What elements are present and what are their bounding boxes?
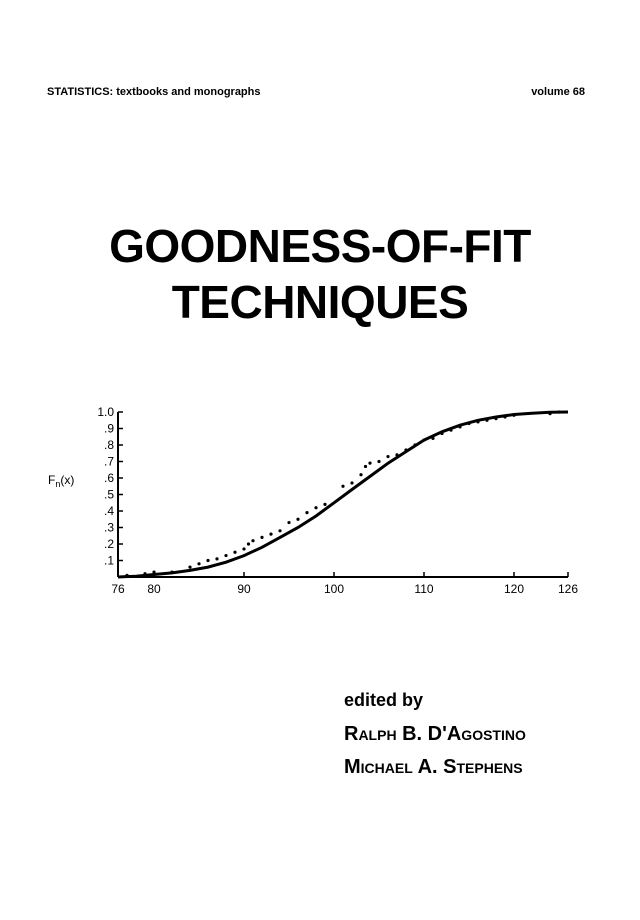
empirical-point (359, 473, 363, 477)
book-title-line-2: TECHNIQUES (171, 276, 469, 328)
empirical-point (242, 547, 246, 551)
editor-name: Michael A. Stephens (344, 756, 523, 778)
empirical-point (287, 520, 291, 525)
empirical-point (449, 428, 453, 432)
empirical-point (476, 420, 480, 424)
y-tick-label: 1.0 (97, 405, 114, 419)
empirical-point (485, 418, 489, 422)
y-tick-label: .6 (104, 471, 114, 485)
edited-by-label: edited by (344, 690, 424, 710)
x-tick-label: 76 (111, 582, 125, 596)
empirical-point (296, 517, 300, 521)
empirical-point (494, 417, 498, 421)
empirical-point (125, 573, 129, 577)
y-tick-label: .3 (104, 521, 114, 535)
empirical-point (368, 461, 372, 465)
y-tick-label: .4 (104, 504, 114, 518)
empirical-point (305, 511, 309, 515)
empirical-point (224, 553, 228, 558)
empirical-point (512, 413, 516, 417)
empirical-point (548, 412, 552, 416)
y-tick-label: .9 (104, 422, 114, 436)
x-tick-label: 90 (237, 582, 251, 596)
empirical-points (125, 410, 561, 577)
empirical-point (233, 550, 237, 554)
series-name: STATISTICS: textbooks and monographs (47, 86, 261, 98)
empirical-point (215, 557, 219, 561)
empirical-point (197, 562, 201, 566)
empirical-point (431, 436, 435, 440)
y-tick-label: .5 (104, 488, 114, 502)
book-title-line-1: GOODNESS-OF-FIT (109, 220, 531, 272)
empirical-point (251, 539, 255, 543)
empirical-point (467, 421, 471, 426)
empirical-point (246, 542, 251, 546)
empirical-point (440, 431, 444, 436)
empirical-point (557, 410, 561, 414)
empirical-point (341, 484, 345, 488)
empirical-point (404, 448, 408, 452)
empirical-point (503, 415, 507, 419)
y-axis-label-subscript: n (55, 479, 60, 489)
empirical-point (143, 572, 147, 576)
editor-name: Ralph B. D'Agostino (344, 723, 526, 745)
y-tick-group: .1 .2 .3 .4 .5 .6 .7 .8 .9 1.0 (97, 405, 123, 568)
fitted-cdf-curve (117, 410, 569, 579)
empirical-point (386, 454, 390, 459)
y-tick-label: .1 (104, 554, 114, 568)
empirical-point (350, 481, 354, 485)
empirical-point (323, 502, 327, 506)
empirical-point (188, 565, 192, 569)
x-tick-label: 100 (324, 582, 344, 596)
empirical-point (422, 438, 426, 442)
empirical-point (278, 529, 282, 533)
empirical-point (170, 570, 174, 574)
volume-number: volume 68 (531, 86, 585, 98)
empirical-point (260, 535, 264, 539)
cdf-chart: Fn(x) .1 .2 .3 .4 .5 .6 .7 .8 .9 1.0 76 80 90 100 110… (48, 405, 578, 596)
x-tick-label: 110 (414, 582, 433, 596)
y-tick-label: .2 (104, 537, 114, 551)
empirical-point (206, 558, 210, 563)
empirical-point (269, 532, 273, 536)
y-tick-label: .7 (104, 455, 114, 469)
x-tick-group: 76 80 90 100 110 120 126 (111, 572, 578, 596)
empirical-point (458, 425, 462, 429)
empirical-point (314, 506, 318, 510)
x-tick-label: 126 (558, 582, 578, 596)
empirical-point (413, 443, 417, 447)
x-tick-label: 120 (504, 582, 524, 596)
y-axis-label-rest: (x) (60, 473, 74, 487)
x-tick-label: 80 (147, 582, 161, 596)
y-tick-label: .8 (104, 438, 114, 452)
empirical-point (395, 453, 399, 457)
y-axis-label: Fn(x) (48, 473, 74, 489)
empirical-point (152, 570, 156, 574)
editors-block: edited by Ralph B. D'Agostino Michael A.… (344, 690, 526, 789)
book-title: GOODNESS-OF-FIT TECHNIQUES (0, 218, 640, 330)
empirical-point (363, 464, 368, 469)
empirical-point (377, 459, 381, 464)
